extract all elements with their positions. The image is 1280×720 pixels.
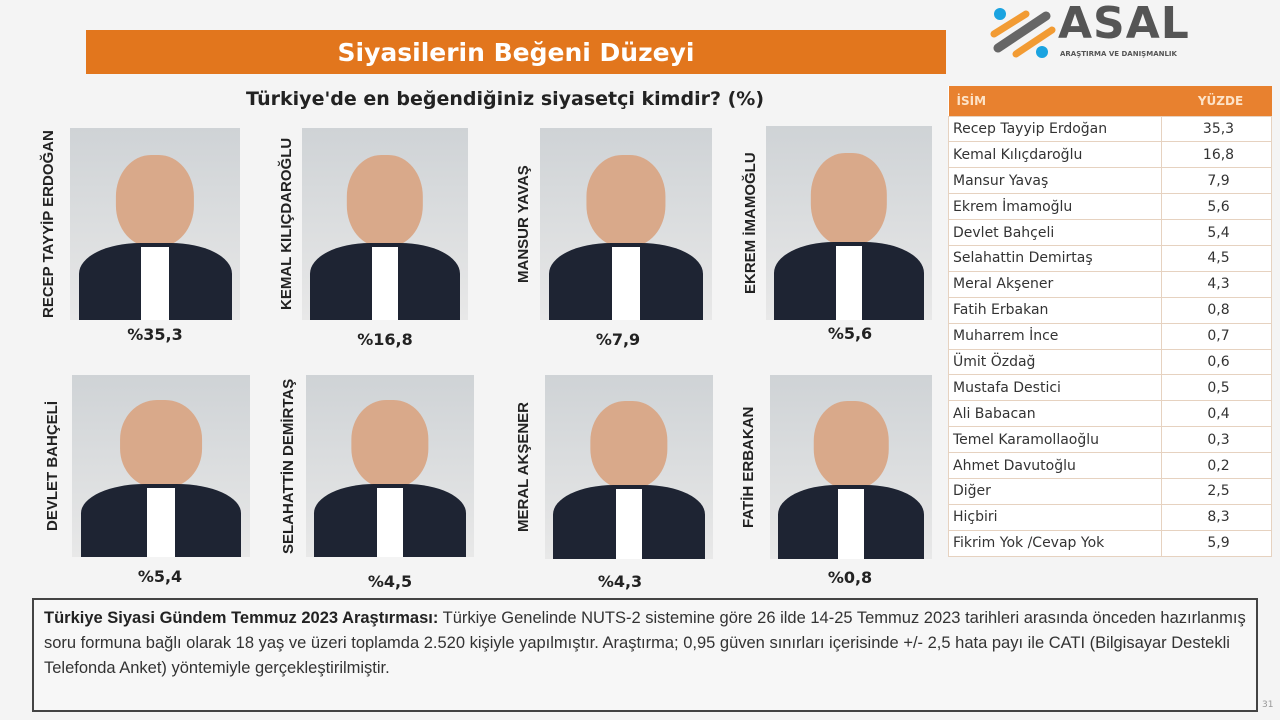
column-header-name: İSİM	[948, 86, 1162, 116]
table-row: Devlet Bahçeli 5,4	[948, 219, 1272, 246]
logo-subtitle: ARAŞTIRMA VE DANIŞMANLIK	[1060, 50, 1177, 58]
logo-mark-icon	[990, 8, 1056, 58]
row-percent: 4,3	[1161, 270, 1272, 298]
row-name: Mansur Yavaş	[948, 167, 1162, 195]
politician-name-label: RECEP TAYYİP ERDOĞAN	[40, 130, 57, 318]
row-percent: 5,4	[1161, 219, 1272, 246]
table-row: Hiçbiri 8,3	[948, 503, 1272, 531]
row-name: Meral Akşener	[948, 270, 1162, 298]
politician-percent: %7,9	[595, 330, 641, 349]
politician-photo	[70, 128, 240, 320]
row-percent: 0,6	[1161, 348, 1272, 376]
politician-name-label: FATİH ERBAKAN	[740, 406, 757, 528]
politician-percent: %4,5	[367, 572, 413, 591]
row-percent: 0,5	[1161, 374, 1272, 402]
row-percent: 35,3	[1161, 115, 1272, 143]
politician-percent: %4,3	[597, 572, 643, 591]
results-table: İSİM YÜZDE Recep Tayyip Erdoğan 35,3 Kemal …	[948, 86, 1272, 557]
politician-photo	[72, 375, 250, 557]
politician-photo	[766, 126, 932, 320]
table-row: Ekrem İmamoğlu 5,6	[948, 193, 1272, 221]
politician-percent: %16,8	[357, 330, 413, 349]
politician-name-label: SELAHATTİN DEMİRTAŞ	[280, 378, 297, 554]
row-percent: 0,7	[1161, 322, 1272, 350]
row-percent: 0,3	[1161, 426, 1272, 454]
asal-logo: ASAL ARAŞTIRMA VE DANIŞMANLIK	[990, 0, 1230, 62]
row-percent: 0,4	[1161, 400, 1272, 428]
politician-name-label: EKREM İMAMOĞLU	[742, 152, 759, 294]
politician-photo	[302, 128, 468, 320]
table-row: Fatih Erbakan 0,8	[948, 296, 1272, 324]
politician-percent: %5,4	[137, 567, 183, 586]
politician-percent: %5,6	[827, 324, 873, 343]
politician-photo	[306, 375, 474, 557]
row-name: Ahmet Davutoğlu	[948, 452, 1162, 479]
row-percent: 4,5	[1161, 244, 1272, 272]
politician-photo	[540, 128, 712, 320]
table-row: Recep Tayyip Erdoğan 35,3	[948, 115, 1272, 143]
row-name: Kemal Kılıçdaroğlu	[948, 141, 1162, 169]
column-header-percent: YÜZDE	[1161, 86, 1272, 116]
row-name: Ali Babacan	[948, 400, 1162, 428]
table-row: Temel Karamollaoğlu 0,3	[948, 426, 1272, 454]
table-row: Ahmet Davutoğlu 0,2	[948, 452, 1272, 479]
politician-name-label: MANSUR YAVAŞ	[515, 165, 532, 283]
table-row: Kemal Kılıçdaroğlu 16,8	[948, 141, 1272, 169]
row-name: Devlet Bahçeli	[948, 219, 1162, 246]
row-name: Ekrem İmamoğlu	[948, 193, 1162, 221]
row-percent: 5,6	[1161, 193, 1272, 221]
row-name: Temel Karamollaoğlu	[948, 426, 1162, 454]
row-name: Muharrem İnce	[948, 322, 1162, 350]
row-name: Hiçbiri	[948, 503, 1162, 531]
politician-photo	[545, 375, 713, 559]
table-row: Ali Babacan 0,4	[948, 400, 1272, 428]
table-row: Meral Akşener 4,3	[948, 270, 1272, 298]
row-name: Diğer	[948, 477, 1162, 505]
row-percent: 0,8	[1161, 296, 1272, 324]
row-name: Ümit Özdağ	[948, 348, 1162, 376]
politician-percent: %35,3	[127, 325, 183, 344]
methodology-text: Türkiye Genelinde NUTS-2 sistemine göre …	[44, 609, 1246, 677]
row-name: Selahattin Demirtaş	[948, 244, 1162, 272]
politician-photo	[770, 375, 932, 559]
table-row: Mustafa Destici 0,5	[948, 374, 1272, 402]
logo-name: ASAL	[1058, 0, 1190, 49]
survey-question: Türkiye'de en beğendiğiniz siyasetçi kim…	[245, 88, 765, 110]
row-name: Fatih Erbakan	[948, 296, 1162, 324]
row-percent: 0,2	[1161, 452, 1272, 479]
row-percent: 2,5	[1161, 477, 1272, 505]
table-row: Mansur Yavaş 7,9	[948, 167, 1272, 195]
row-name: Recep Tayyip Erdoğan	[948, 115, 1162, 143]
page-title: Siyasilerin Beğeni Düzeyi	[86, 30, 946, 74]
politician-percent: %0,8	[827, 568, 873, 587]
politician-name-label: DEVLET BAHÇELİ	[44, 401, 61, 532]
methodology-title: Türkiye Siyasi Gündem Temmuz 2023 Araştı…	[44, 609, 439, 627]
row-percent: 5,9	[1161, 529, 1272, 557]
row-name: Mustafa Destici	[948, 374, 1162, 402]
page-number: 31	[1262, 700, 1274, 710]
table-row: Muharrem İnce 0,7	[948, 322, 1272, 350]
table-row: Diğer 2,5	[948, 477, 1272, 505]
politician-name-label: MERAL AKŞENER	[515, 402, 532, 533]
row-percent: 16,8	[1161, 141, 1272, 169]
table-row: Fikrim Yok /Cevap Yok 5,9	[948, 529, 1272, 557]
methodology-note: Türkiye Siyasi Gündem Temmuz 2023 Araştı…	[32, 598, 1258, 712]
row-percent: 8,3	[1161, 503, 1272, 531]
table-row: Selahattin Demirtaş 4,5	[948, 244, 1272, 272]
row-percent: 7,9	[1161, 167, 1272, 195]
table-row: Ümit Özdağ 0,6	[948, 348, 1272, 376]
row-name: Fikrim Yok /Cevap Yok	[948, 529, 1162, 557]
politician-name-label: KEMAL KILIÇDAROĞLU	[278, 137, 295, 311]
